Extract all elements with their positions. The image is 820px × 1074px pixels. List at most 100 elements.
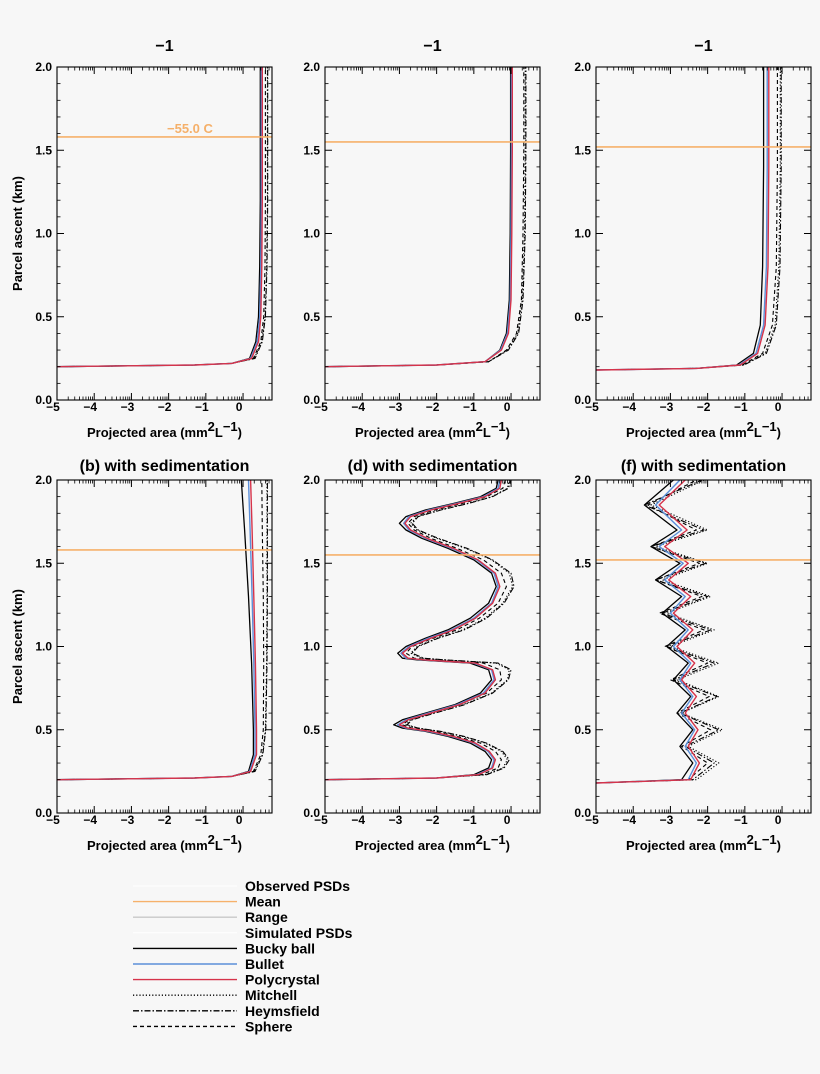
series-line-polycrystal — [325, 480, 503, 781]
x-axis-label-close: ) — [777, 425, 781, 440]
x-axis-label-unit: L — [483, 425, 491, 440]
x-tick-exponent: −1 — [195, 400, 209, 414]
y-tick-label: 2.0 — [35, 60, 52, 74]
legend-label: Bullet — [245, 956, 284, 972]
x-tick-label: 0 — [504, 400, 511, 414]
x-axis-label-sup: 2 — [747, 419, 754, 434]
x-tick-exponent: 0 — [504, 400, 511, 414]
x-tick-label: −2 — [158, 400, 172, 414]
series-line-heymsfield — [325, 67, 527, 368]
x-tick-label: −1 — [734, 400, 748, 414]
series-line-bullet — [57, 480, 256, 781]
x-tick-exponent: −4 — [351, 400, 365, 414]
series-line-heymsfield — [57, 67, 269, 368]
series-line-polycrystal — [596, 480, 701, 784]
x-axis-label-close: ) — [506, 425, 510, 440]
series-group — [596, 67, 782, 371]
x-tick-label: −4 — [83, 813, 97, 827]
legend-entry: Bullet — [133, 956, 284, 972]
x-axis-label-sup2: −1 — [762, 832, 777, 847]
series-group — [57, 67, 269, 368]
y-tick-label: 2.0 — [35, 473, 52, 487]
series-line-mitchell — [325, 67, 526, 368]
x-tick-exponent: −3 — [660, 400, 674, 414]
x-tick-exponent: −2 — [697, 813, 711, 827]
series-line-polycrystal — [596, 67, 770, 371]
x-tick-exponent: −3 — [121, 400, 135, 414]
x-tick-exponent: 0 — [236, 813, 243, 827]
legend-entry: Sphere — [133, 1018, 293, 1034]
series-group — [57, 480, 268, 781]
series-line-mitchell — [596, 67, 781, 371]
x-tick-label: 0 — [236, 400, 243, 414]
legend-entry: Polycrystal — [133, 972, 320, 988]
y-tick-label: 0.0 — [35, 393, 52, 407]
x-axis-label-sup: 2 — [208, 419, 215, 434]
y-tick-label: 1.5 — [574, 143, 591, 157]
legend-label: Mitchell — [245, 987, 297, 1003]
x-tick-exponent: −5 — [585, 400, 599, 414]
panel-title-sup: −1 — [423, 38, 441, 55]
series-line-sphere — [325, 480, 507, 781]
x-tick-exponent: −1 — [195, 813, 209, 827]
x-tick-exponent: −3 — [121, 813, 135, 827]
x-axis-label-main: Projected area (mm — [355, 838, 476, 853]
panel-title: −1 — [423, 38, 441, 55]
x-tick-label: −2 — [426, 400, 440, 414]
x-axis-label: Projected area (mm2L−1) — [355, 419, 510, 440]
y-tick-label: 1.5 — [574, 556, 591, 570]
x-tick-exponent: 0 — [236, 400, 243, 414]
x-axis-label-unit: L — [215, 425, 223, 440]
y-tick-label: 0.5 — [35, 723, 52, 737]
legend-entry: Mitchell — [133, 987, 297, 1003]
x-tick-label: −5 — [46, 813, 60, 827]
x-axis-label-unit: L — [483, 838, 491, 853]
panel-title-sup: −1 — [155, 38, 173, 55]
series-line-mitchell — [325, 480, 514, 781]
x-tick-exponent: −3 — [389, 400, 403, 414]
x-tick-label: −1 — [195, 813, 209, 827]
x-axis-label-close: ) — [506, 838, 510, 853]
y-tick-label: 0.5 — [303, 723, 320, 737]
panel-b: (b) with sedimentation 0.0 0.5 1.0 1.5 2.0 −5 −… — [10, 458, 273, 853]
panel-d: (d) with sedimentation 0.0 0.5 1.0 1.5 2.0 −5 −… — [303, 458, 541, 853]
y-tick-label: 0.0 — [303, 393, 320, 407]
x-axis-label: Projected area (mm2L−1) — [626, 832, 781, 853]
x-tick-label: −3 — [389, 813, 403, 827]
x-tick-exponent: −2 — [426, 813, 440, 827]
series-group — [596, 480, 723, 784]
legend-label: Bucky ball — [245, 940, 315, 956]
x-axis-label-unit: L — [754, 425, 762, 440]
series-line-polycrystal — [325, 67, 513, 368]
series-line-bucky-ball — [57, 480, 255, 781]
y-tick-label: 1.0 — [35, 227, 52, 241]
series-group — [325, 480, 515, 781]
x-tick-exponent: −4 — [83, 400, 97, 414]
x-tick-label: −5 — [314, 813, 328, 827]
x-axis-label-sup2: −1 — [491, 832, 506, 847]
series-line-polycrystal — [57, 480, 258, 781]
x-axis-label: Projected area (mm2L−1) — [87, 832, 242, 853]
x-tick-exponent: −1 — [463, 400, 477, 414]
x-axis-label: Projected area (mm2L−1) — [87, 419, 242, 440]
x-tick-exponent: −5 — [46, 813, 60, 827]
legend-label: Simulated PSDs — [245, 925, 353, 941]
y-tick-label: 0.0 — [303, 806, 320, 820]
x-axis-label-main: Projected area (mm — [355, 425, 476, 440]
panel-title: (b) with sedimentation — [80, 458, 250, 475]
y-tick-label: 1.0 — [303, 227, 320, 241]
y-tick-label: 0.5 — [574, 310, 591, 324]
x-tick-exponent: −5 — [314, 400, 328, 414]
x-tick-label: −2 — [158, 813, 172, 827]
legend-entry: Mean — [133, 894, 281, 910]
y-tick-label: 1.5 — [303, 556, 320, 570]
x-axis-label-main: Projected area (mm — [626, 838, 747, 853]
series-line-bullet — [57, 67, 262, 368]
y-tick-label: 0.5 — [574, 723, 591, 737]
panel-c: −1 0.0 0.5 1.0 1.5 2.0 −5 −4 −3 −2 −1 0 Projected ar… — [303, 38, 541, 440]
y-tick-label: 2.0 — [574, 60, 591, 74]
series-line-bucky-ball — [596, 480, 694, 784]
x-tick-label: −3 — [660, 400, 674, 414]
x-axis-label-close: ) — [238, 838, 242, 853]
x-axis-label-sup: 2 — [476, 832, 483, 847]
